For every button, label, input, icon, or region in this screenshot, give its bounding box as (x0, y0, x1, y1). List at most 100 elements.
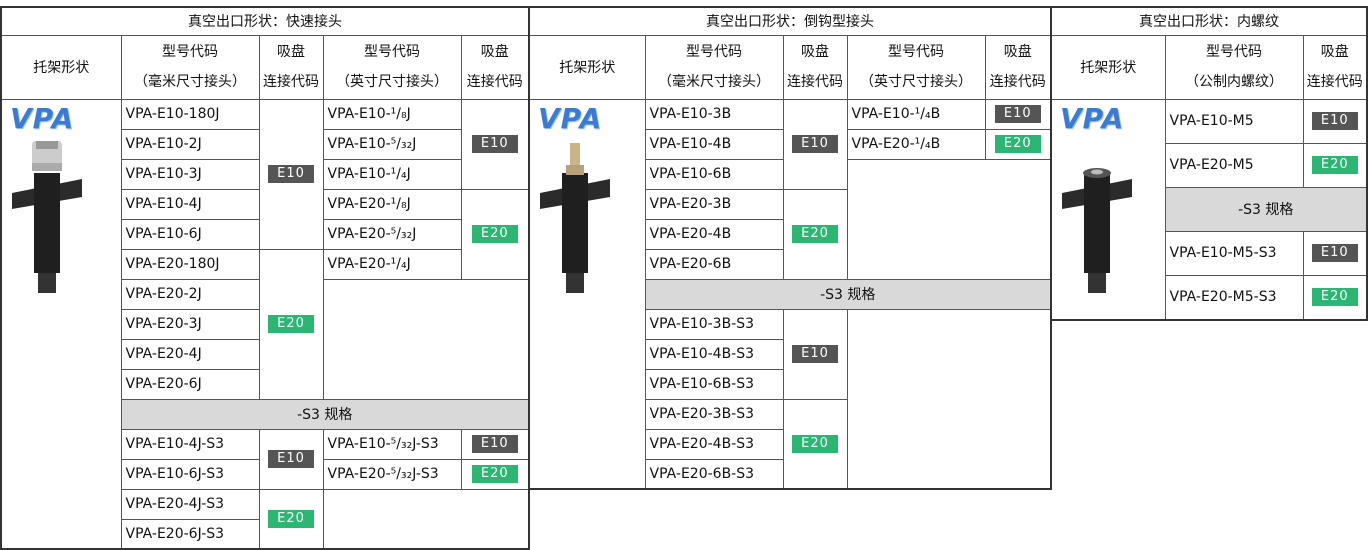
s3-section: -S3 规格 (120, 398, 530, 430)
cup-code-cell: E20 (258, 248, 324, 400)
column-header: 型号代码 （公制内螺纹） (1164, 34, 1304, 100)
cup-code-cell: E20 (460, 188, 530, 280)
data-row: -S3 规格 (529, 278, 1052, 310)
model-code: VPA-E10-3B (644, 98, 784, 130)
header-line: （英寸尺寸接头） (860, 74, 972, 90)
model-code: VPA-E20-3B (644, 188, 784, 220)
model-code: VPA-E10-4J (120, 188, 260, 220)
header-line: 型号代码 (686, 44, 742, 60)
title-row: 真空出口形状：快速接头 (0, 6, 530, 36)
data-row: VPA-E20-3B E20 (529, 188, 1051, 280)
model-code: VPA-E10-180J (120, 98, 260, 130)
header-line: 吸盘 (277, 44, 305, 60)
header-line: （公制内螺纹） (1185, 74, 1283, 90)
cup-code-cell: E10 (1302, 230, 1368, 276)
data-row: -S3 规格 (1051, 186, 1368, 232)
header-line: 型号代码 (888, 44, 944, 60)
bracket-image (12, 140, 82, 293)
spec-table: 真空出口形状：内螺纹 托架形状 型号代码 （公制内螺纹） 吸盘 连接代码 VPA VPA-E1… (1050, 6, 1368, 321)
model-code: VPA-E10-M5-S3 (1164, 230, 1304, 276)
cup-code-cell: E10 (460, 428, 530, 460)
header-row: 托架形状 型号代码 （公制内螺纹） 吸盘 连接代码 (1050, 34, 1368, 100)
data-row: VPA-E20-4J-S3 E20 (1, 488, 530, 550)
header-line: 连接代码 (787, 74, 843, 90)
cup-code-cell: E10 (258, 428, 324, 490)
model-code: VPA-E20-6J (120, 368, 260, 400)
model-code: VPA-E20-¹/₄B (846, 128, 986, 160)
logo: VPA (1060, 101, 1125, 135)
cup-code: E20 (268, 509, 314, 528)
data-row: VPA-E10-4J VPA-E20-¹/₈J E20 (1, 188, 530, 280)
data-row: VPA-E10-4B-S3 (529, 338, 1051, 370)
logo: VPA (10, 101, 75, 135)
cup-code: E10 (792, 345, 838, 363)
cup-code: E10 (1311, 112, 1358, 131)
model-code: VPA-E10-¹/₈J (322, 98, 462, 130)
data-row: VPA-E20-4B-S3 (529, 428, 1051, 460)
cup-code: E10 (268, 450, 314, 468)
cup-code: E20 (471, 225, 518, 243)
data-row: VPA-E10-6B-S3 (529, 368, 1051, 400)
model-code: VPA-E20-180J (120, 248, 260, 280)
cup-code-cell: E10 (1302, 98, 1368, 144)
model-code: VPA-E10-2J (120, 128, 260, 160)
data-row: VPA-E20-M5 E20 (1051, 142, 1368, 188)
cup-code: E20 (268, 315, 314, 333)
data-row: VPA-E20-6B (529, 248, 1051, 280)
header-line: 吸盘 (480, 44, 509, 60)
header-line: 连接代码 (466, 74, 523, 90)
data-row: VPA-E20-M5-S3 E20 (1051, 274, 1368, 321)
cup-code: E10 (792, 135, 838, 153)
data-row: -S3 规格 (1, 398, 530, 430)
s3-section: -S3 规格 (644, 278, 1052, 310)
title-row: 真空出口形状：倒钩型接头 (528, 6, 1052, 36)
model-code: VPA-E10-M5 (1164, 98, 1304, 144)
header-line: （毫米尺寸接头） (134, 74, 246, 90)
model-code: VPA-E10-¹/₄B (846, 98, 986, 130)
model-code: VPA-E10-¹/₄J (322, 158, 462, 190)
empty-cell (322, 488, 530, 550)
model-code: VPA-E10-6J (120, 218, 260, 250)
column-header: 吸盘 连接代码 (460, 34, 530, 100)
spec-table: 真空出口形状：快速接头 托架形状 型号代码 （毫米尺寸接头） 吸盘 连接代码 型号代码 （英寸… (0, 6, 531, 550)
image-wrap (1052, 135, 1164, 319)
data-row: VPA-E20-180J E20 VPA-E20-¹/₄J (1, 248, 529, 400)
data-row: VPA-E20-3B-S3 E20 (529, 398, 1051, 490)
model-code: VPA-E10-6B-S3 (644, 368, 784, 400)
data-row: VPA-E10-2J VPA-E10-⁵/₃₂J (1, 128, 529, 160)
model-code: VPA-E20-6B-S3 (644, 458, 784, 490)
cup-code-cell: E20 (258, 488, 324, 550)
data-row: VPA-E10-3J VPA-E10-¹/₄J (1, 158, 529, 190)
model-code: VPA-E10-6B (644, 158, 784, 190)
header-line: （毫米尺寸接头） (658, 74, 770, 90)
header-line: 型号代码 (1206, 44, 1262, 60)
data-row: VPA VPA-E10-3B E10 VPA-E10-¹/₄B E10 (528, 98, 1052, 490)
table-title: 真空出口形状：快速接头 (0, 6, 530, 36)
header-line: 连接代码 (989, 74, 1046, 90)
cup-code-cell: E10 (782, 98, 848, 190)
model-code: VPA-E20-2J (120, 278, 260, 310)
model-code: VPA-E20-¹/₄J (322, 248, 462, 280)
logo: VPA (538, 101, 603, 135)
header-line: 吸盘 (1003, 44, 1032, 60)
header-row: 托架形状 型号代码 （毫米尺寸接头） 吸盘 连接代码 型号代码 （英寸尺寸接头） 吸盘 连接代码 (0, 34, 530, 100)
empty-cell (846, 158, 1052, 280)
table-body: 真空出口形状：倒钩型接头 托架形状 型号代码 （毫米尺寸接头） 吸盘 连接代码 型号代码 （英… (528, 6, 1052, 490)
table-body: 真空出口形状：内螺纹 托架形状 型号代码 （公制内螺纹） 吸盘 连接代码 VPA VPA-E1… (1050, 6, 1368, 321)
bracket-cell: VPA (528, 98, 646, 490)
cup-code: E10 (471, 435, 518, 453)
cup-code: E20 (471, 465, 518, 483)
column-header: 托架形状 (1050, 34, 1166, 100)
model-code: VPA-E10-4B-S3 (644, 338, 784, 370)
bracket-cell: VPA (1050, 98, 1166, 320)
header-row: 托架形状 型号代码 （毫米尺寸接头） 吸盘 连接代码 型号代码 （英寸尺寸接头） 吸盘 连接代码 (528, 34, 1052, 100)
cup-code-cell: E20 (1302, 142, 1368, 188)
spec-table: 真空出口形状：倒钩型接头 托架形状 型号代码 （毫米尺寸接头） 吸盘 连接代码 型号代码 （英… (528, 6, 1053, 490)
data-row: VPA-E10-6J VPA-E20-⁵/₃₂J (1, 218, 529, 250)
cup-code-cell: E20 (1302, 274, 1368, 321)
model-code: VPA-E20-M5-S3 (1164, 274, 1304, 321)
data-row: VPA-E20-6B-S3 (529, 458, 1051, 490)
table-title: 真空出口形状：内螺纹 (1050, 6, 1368, 36)
cup-code-cell: E20 (782, 398, 848, 490)
bracket-cell: VPA (0, 98, 122, 550)
